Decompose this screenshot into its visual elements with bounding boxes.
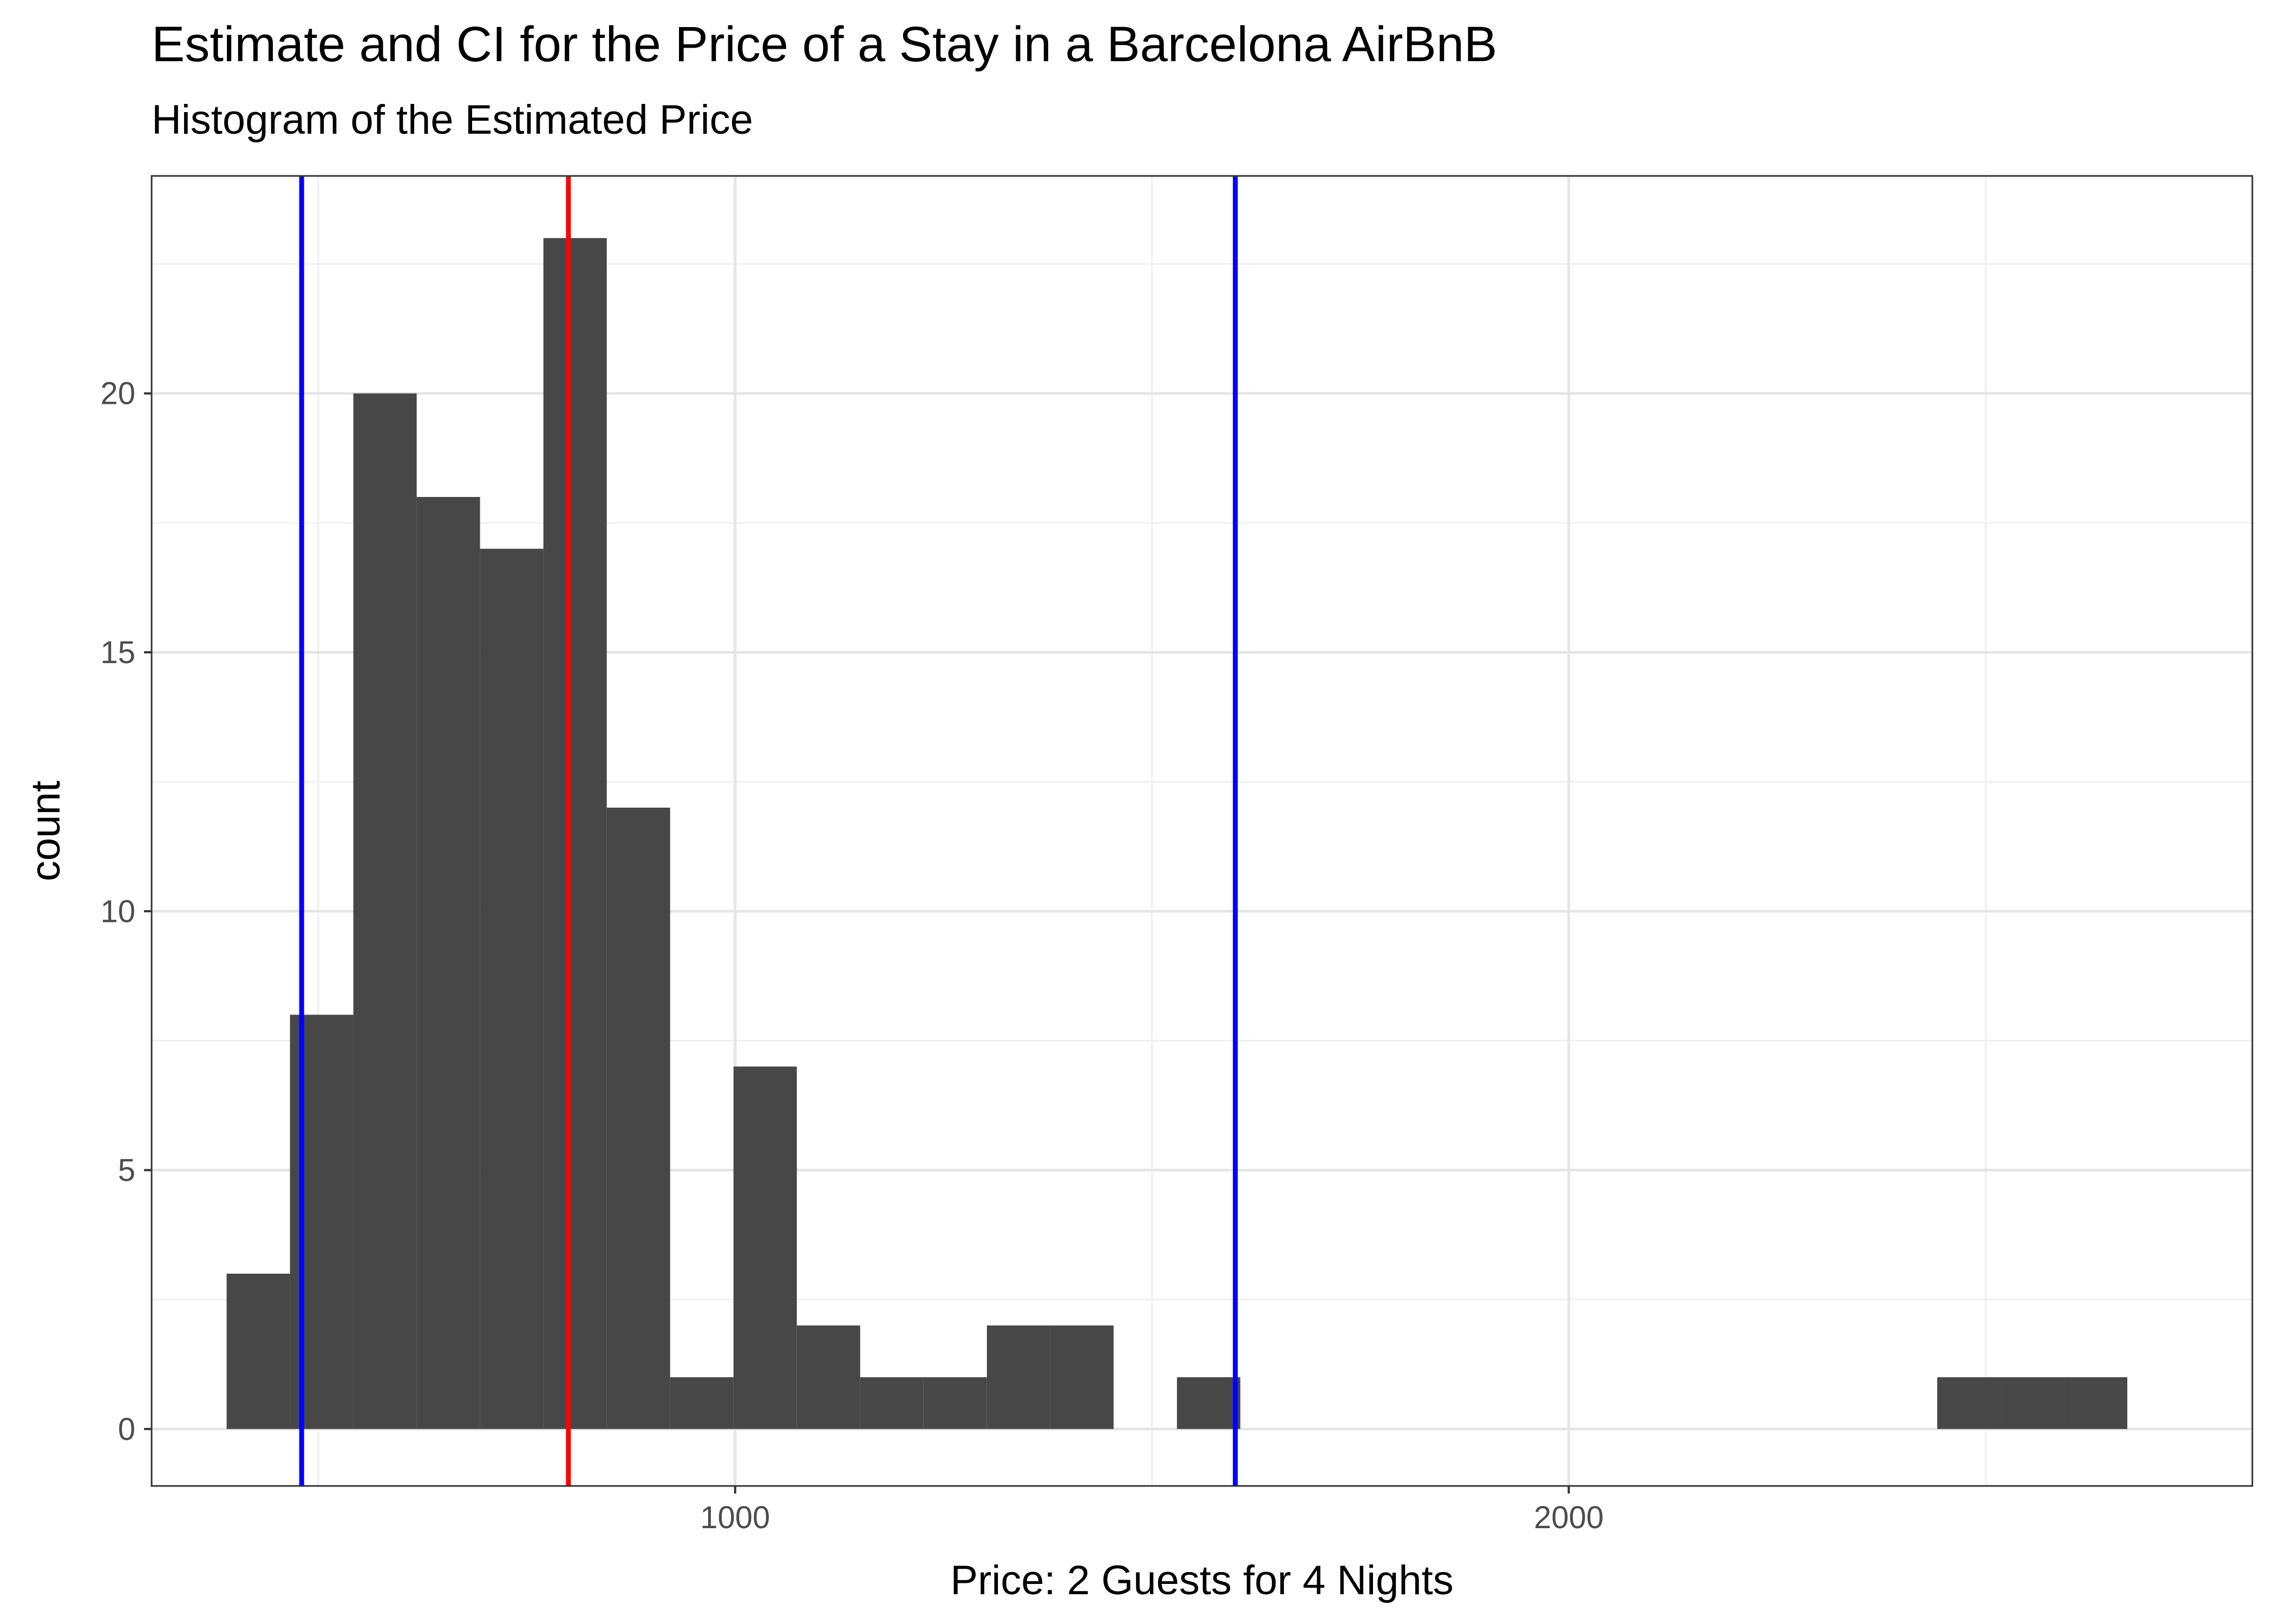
y-tick-label: 5 <box>118 1153 135 1188</box>
histogram-bar <box>670 1377 734 1429</box>
histogram-bar <box>2064 1377 2128 1429</box>
histogram-bar <box>606 807 670 1429</box>
histogram-bar <box>1177 1377 1240 1429</box>
histogram-bar <box>416 497 480 1429</box>
histogram-bar <box>733 1066 797 1429</box>
histogram-bar <box>2001 1377 2064 1429</box>
histogram-bar <box>543 238 607 1429</box>
y-tick-label: 10 <box>100 894 135 929</box>
histogram-bars <box>226 238 2128 1429</box>
y-tick-label: 0 <box>118 1412 135 1447</box>
x-axis-ticks: 1000 2000 <box>700 1486 1604 1535</box>
y-tick-label: 20 <box>100 376 135 411</box>
x-axis-title: Price: 2 Guests for 4 Nights <box>950 1557 1453 1603</box>
histogram-bar <box>480 548 544 1429</box>
x-tick-label: 2000 <box>1534 1500 1604 1535</box>
chart-title: Estimate and CI for the Price of a Stay … <box>152 17 1498 72</box>
histogram-bar <box>796 1325 860 1429</box>
chart-subtitle: Histogram of the Estimated Price <box>152 97 753 143</box>
histogram-bar <box>226 1273 290 1429</box>
panel-border <box>151 175 2253 1487</box>
x-tick-label: 1000 <box>700 1500 770 1535</box>
reference-lines <box>299 176 1238 1486</box>
histogram-bar <box>860 1377 924 1429</box>
histogram-bar <box>923 1377 987 1429</box>
y-axis-title: count <box>23 781 69 881</box>
y-axis-ticks: 0 5 10 15 20 <box>100 376 152 1447</box>
y-tick-label: 15 <box>100 635 135 670</box>
histogram-bar <box>1050 1325 1114 1429</box>
histogram-bar <box>353 393 417 1429</box>
histogram-bar <box>1937 1377 2001 1429</box>
histogram-bar <box>986 1325 1050 1429</box>
